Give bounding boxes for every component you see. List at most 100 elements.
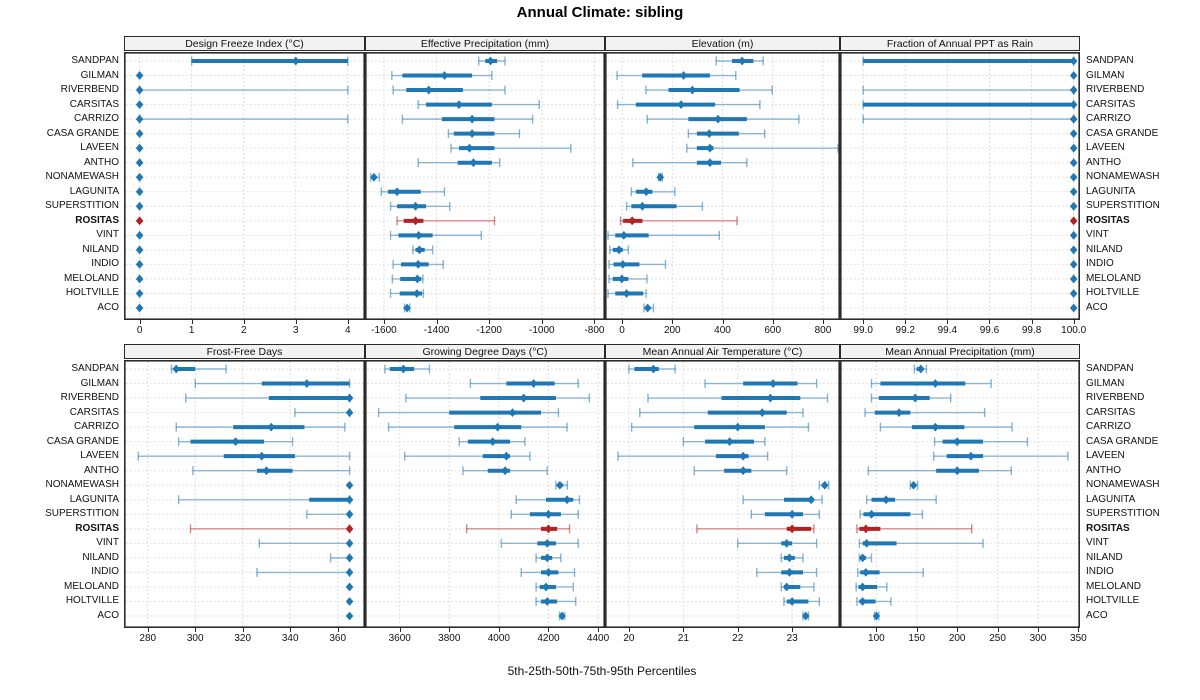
site-series — [864, 408, 986, 418]
site-series — [392, 259, 444, 269]
site-series — [645, 85, 773, 95]
axis-tick-label: 0 — [136, 325, 143, 336]
site-series — [391, 274, 424, 284]
axis-tick-mark — [489, 320, 491, 324]
median-diamond-marker — [345, 568, 354, 577]
axis-tick-mark — [147, 628, 149, 632]
site-series — [909, 480, 919, 490]
site-label-right: VINT — [1086, 229, 1109, 241]
median-diamond-marker — [345, 509, 354, 519]
axis-tick-mark — [191, 320, 193, 324]
median-diamond-marker — [739, 466, 747, 476]
axis-tick-label: 3800 — [438, 633, 461, 644]
site-label-right: CASA GRANDE — [1086, 127, 1159, 139]
site-series — [862, 85, 1078, 95]
site-series — [1069, 216, 1078, 226]
site-series — [329, 553, 354, 563]
axis-tick-mark — [916, 628, 918, 632]
site-series — [403, 303, 411, 313]
site-label-left: CARRIZO — [74, 421, 119, 433]
site-label-right: CARSITAS — [1086, 98, 1136, 110]
site-series — [619, 216, 738, 226]
site-label-left: LAGUNITA — [69, 185, 119, 197]
median-diamond-marker — [262, 466, 271, 476]
median-diamond-marker — [519, 393, 528, 403]
site-label-right: NILAND — [1086, 551, 1123, 563]
median-diamond-marker — [1069, 230, 1078, 240]
median-diamond-marker — [725, 437, 734, 447]
panel-header: Growing Degree Days (°C) — [365, 344, 605, 359]
panel-header: Fraction of Annual PPT as Rain — [840, 36, 1080, 51]
axis-tick-label: -1600 — [371, 325, 397, 336]
median-diamond-marker — [558, 611, 566, 621]
site-series — [643, 303, 655, 313]
site-series — [1069, 201, 1078, 211]
site-series — [185, 393, 354, 403]
median-diamond-marker — [135, 274, 144, 284]
median-diamond-marker — [1069, 216, 1078, 226]
axis-tick-mark — [498, 628, 500, 632]
median-diamond-marker — [917, 364, 925, 374]
site-label-right: SUPERSTITION — [1086, 508, 1160, 520]
panel-plot — [124, 360, 365, 628]
median-diamond-marker — [931, 422, 940, 432]
site-series — [913, 364, 928, 374]
median-diamond-marker — [895, 408, 903, 417]
site-series — [258, 538, 354, 548]
site-label-left: NONAMEWASH — [45, 479, 119, 491]
site-label-right: LAGUNITA — [1086, 185, 1136, 197]
site-series — [858, 553, 873, 563]
site-series — [756, 567, 818, 577]
site-series — [607, 288, 647, 298]
median-diamond-marker — [862, 568, 870, 577]
site-series — [135, 129, 144, 139]
site-series — [377, 408, 560, 418]
site-series — [818, 480, 830, 490]
site-series — [555, 480, 569, 490]
median-diamond-marker — [858, 582, 867, 592]
median-diamond-marker — [785, 568, 794, 577]
site-series — [1069, 289, 1078, 298]
site-series — [294, 408, 354, 418]
median-diamond-marker — [488, 437, 497, 447]
axis-tick-label: 99.2 — [895, 325, 915, 336]
median-diamond-marker — [1069, 114, 1078, 124]
median-diamond-marker — [618, 274, 626, 284]
median-diamond-marker — [807, 495, 815, 505]
median-diamond-marker — [345, 480, 354, 490]
site-series — [742, 495, 823, 505]
site-series — [535, 596, 577, 606]
axis-tick-label: 99.8 — [1021, 325, 1042, 336]
site-series — [396, 216, 496, 226]
axis-tick-label: 22 — [732, 633, 744, 644]
median-diamond-marker — [424, 85, 433, 95]
median-diamond-marker — [967, 451, 975, 461]
site-label-right: INDIO — [1086, 258, 1114, 270]
site-series — [687, 129, 766, 139]
site-series — [1069, 260, 1078, 269]
axis-tick-label: 99.4 — [937, 325, 958, 336]
median-diamond-marker — [1069, 289, 1078, 298]
median-diamond-marker — [345, 553, 354, 563]
site-label-left: SUPERSTITION — [45, 508, 119, 520]
panel-border — [365, 52, 605, 320]
percentiles-caption: 5th-25th-50th-75th-95th Percentiles — [507, 664, 697, 678]
axis-tick-mark — [337, 628, 339, 632]
axis-tick-mark — [399, 628, 401, 632]
site-series — [656, 172, 665, 182]
site-series — [345, 597, 354, 606]
panel-header: Mean Annual Precipitation (mm) — [840, 344, 1080, 359]
median-diamond-marker — [345, 597, 354, 606]
site-series — [865, 495, 937, 505]
median-diamond-marker — [135, 158, 144, 168]
site-label-left: GILMAN — [80, 69, 119, 81]
site-label-left: VINT — [96, 537, 119, 549]
panel-border — [365, 360, 605, 628]
site-label-left: GILMAN — [80, 377, 119, 389]
median-diamond-marker — [345, 582, 354, 592]
axis-tick-label: 600 — [764, 325, 782, 336]
median-diamond-marker — [619, 260, 627, 269]
site-label-left: VINT — [96, 229, 119, 241]
panel-border — [124, 52, 365, 320]
